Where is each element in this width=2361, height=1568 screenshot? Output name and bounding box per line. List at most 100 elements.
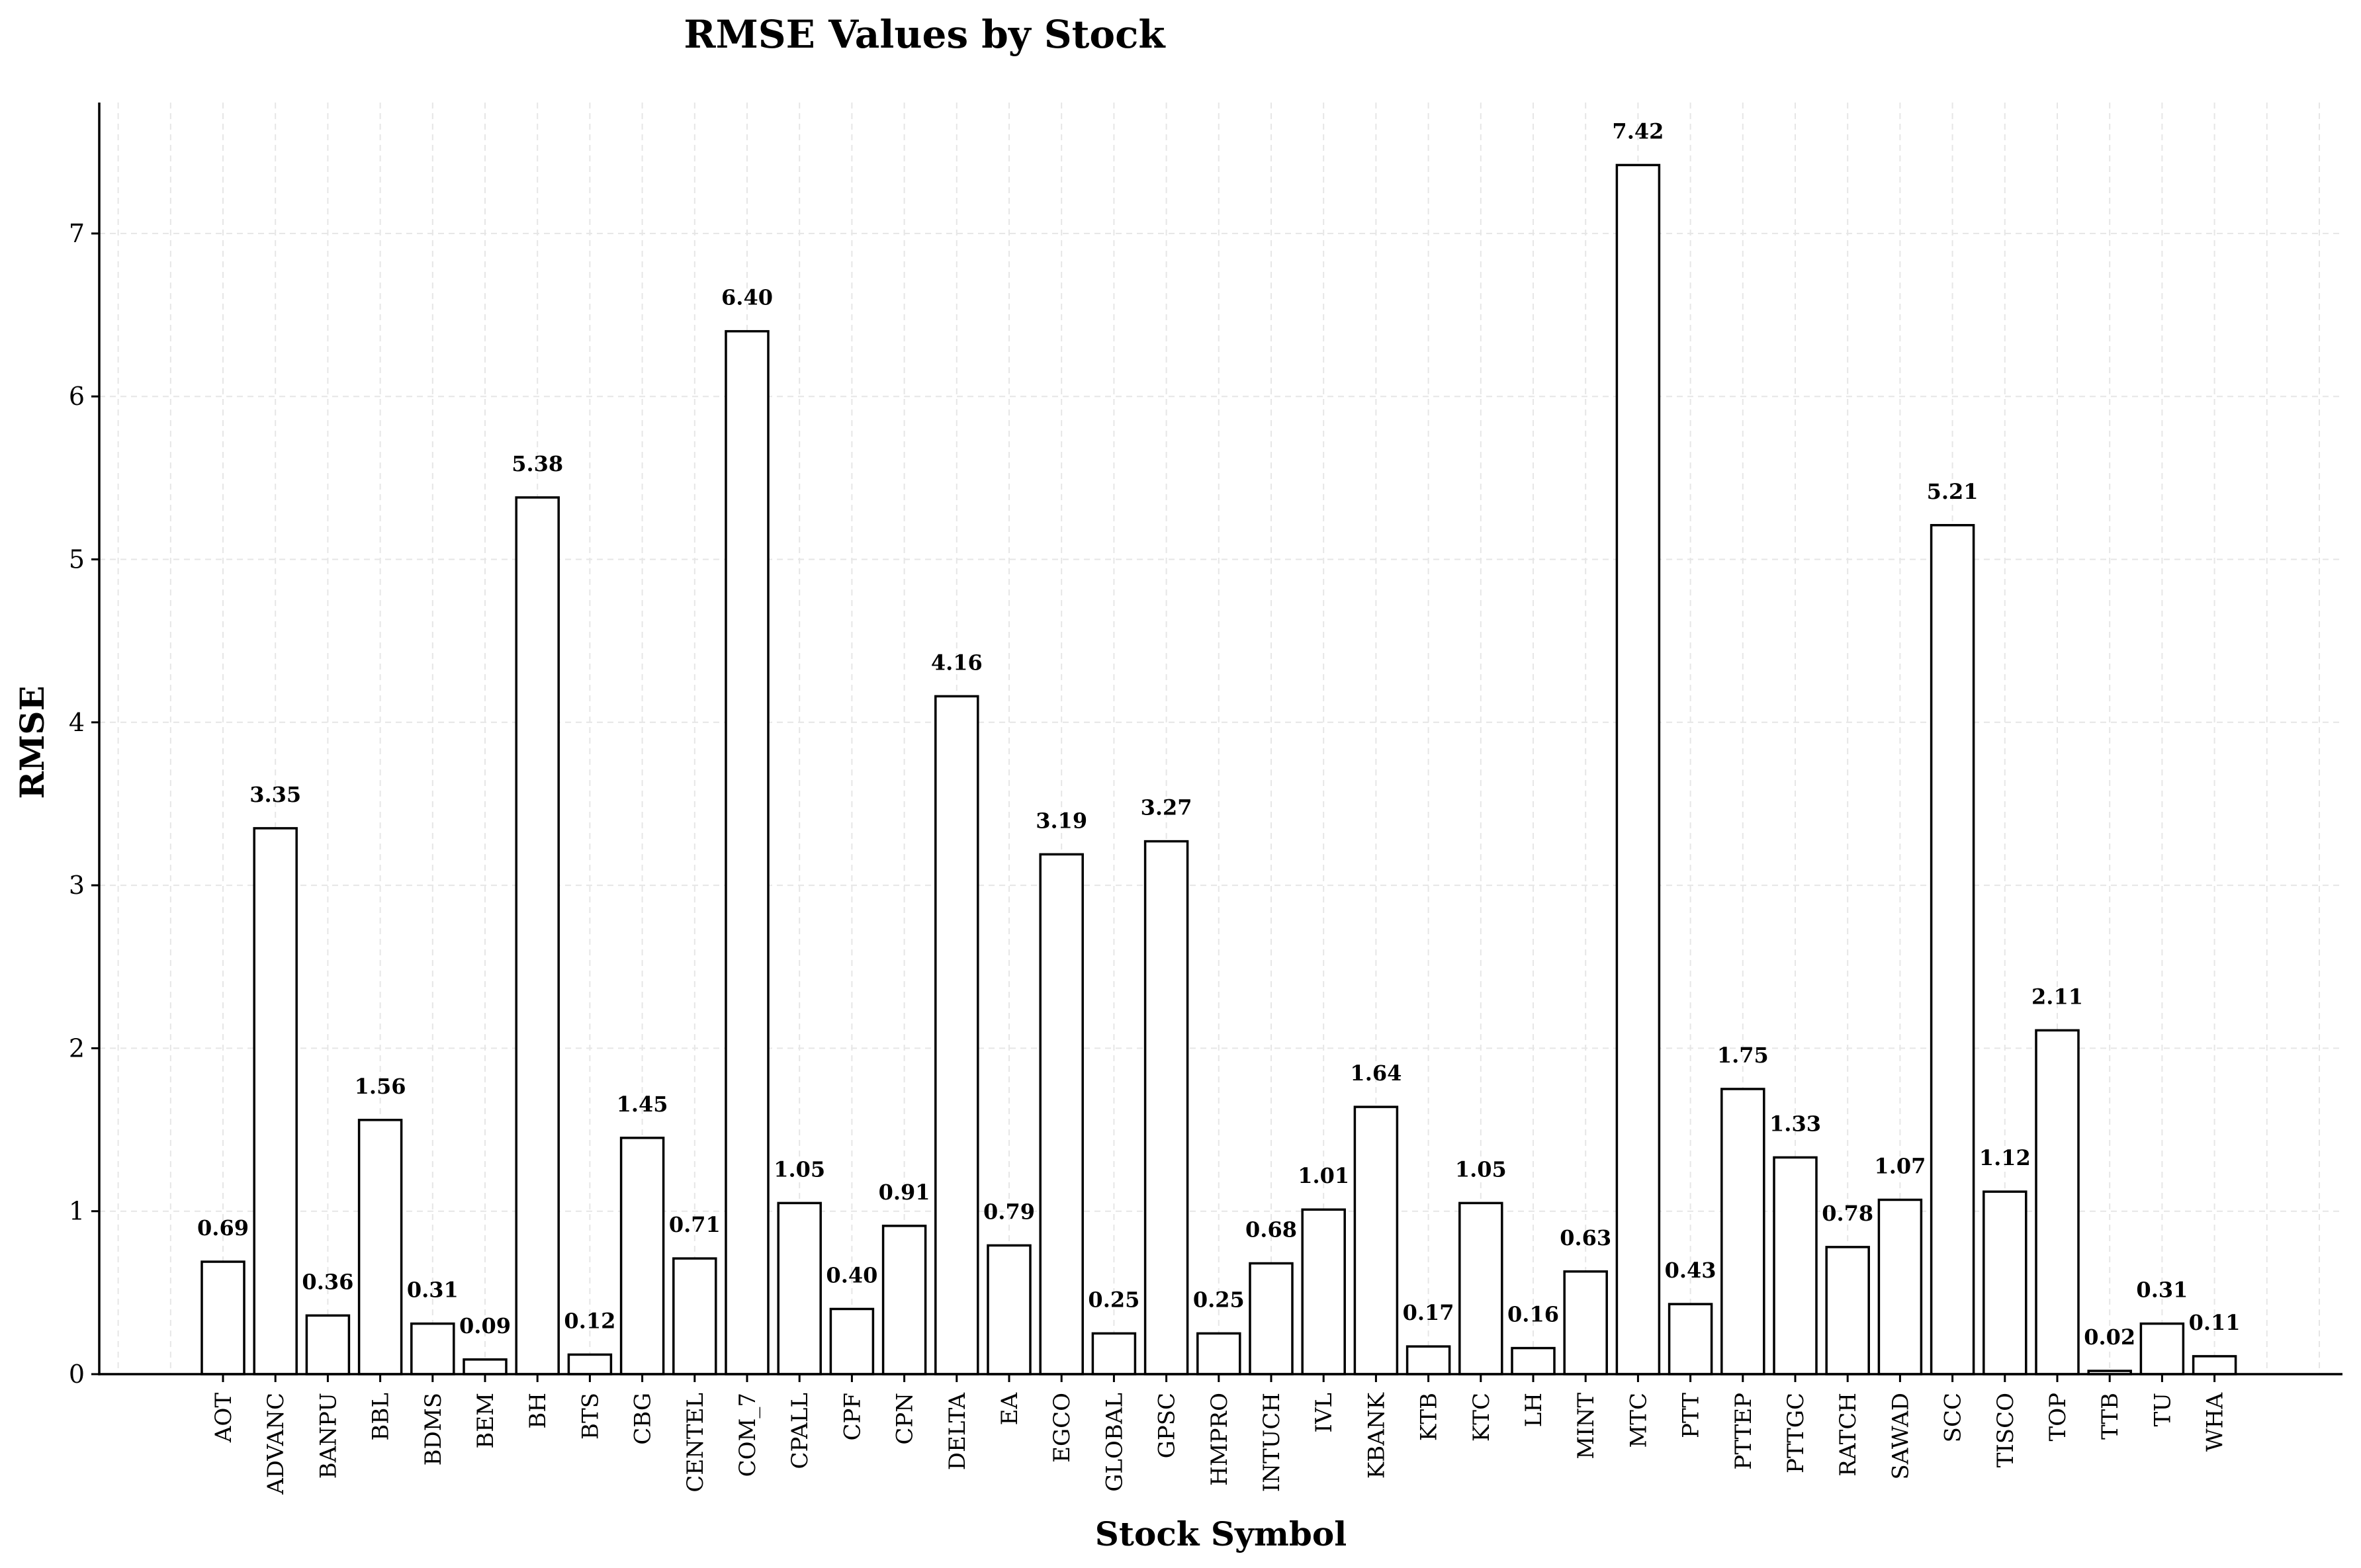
y-tick-label: 6 — [69, 382, 85, 411]
x-tick-label: PTT — [1678, 1393, 1705, 1438]
x-tick-label: PTTEP — [1730, 1393, 1757, 1470]
data-label: 6.40 — [721, 285, 773, 310]
bar-ratch — [1825, 1246, 1870, 1375]
y-tick-label: 0 — [69, 1360, 85, 1389]
data-label: 5.21 — [1927, 479, 1979, 504]
data-label: 1.33 — [1769, 1111, 1821, 1136]
data-label: 3.19 — [1036, 808, 1087, 833]
data-label: 7.42 — [1612, 118, 1664, 144]
y-tick-label: 1 — [69, 1197, 85, 1226]
bar-com-7 — [725, 329, 770, 1375]
x-tick-label: DELTA — [944, 1393, 971, 1471]
data-label: 1.64 — [1350, 1061, 1402, 1086]
y-tick-labels: 0 1 2 3 4 5 6 7 — [69, 219, 85, 1389]
x-tick-label: BBL — [368, 1393, 394, 1441]
x-tick-label: TOP — [2045, 1393, 2071, 1441]
bar-cpf — [829, 1307, 875, 1375]
data-label: 0.17 — [1403, 1300, 1454, 1325]
grid — [99, 103, 2342, 1374]
data-label: 1.07 — [1874, 1153, 1926, 1178]
chart-title: RMSE Values by Stock — [684, 12, 1166, 57]
x-tick-label: SCC — [1940, 1393, 1967, 1442]
x-tick-label: BANPU — [315, 1393, 341, 1479]
x-tick-label: BH — [525, 1393, 551, 1429]
x-tick-label: EGCO — [1049, 1393, 1075, 1463]
bar-banpu — [305, 1314, 351, 1375]
bar-intuch — [1249, 1262, 1294, 1375]
bar-bdms — [410, 1322, 455, 1375]
data-label: 0.36 — [302, 1269, 353, 1294]
x-tick-labels: AOT ADVANC BANPU BBL BDMS BEM BH BTS CBG CENTEL CO… — [210, 1392, 2229, 1495]
x-tick-label: INTUCH — [1259, 1393, 1285, 1492]
data-label: 0.71 — [669, 1212, 721, 1237]
data-label: 1.56 — [355, 1074, 406, 1099]
data-label: 0.40 — [826, 1262, 877, 1287]
x-tick-label: LH — [1521, 1393, 1547, 1427]
data-label: 3.35 — [249, 782, 301, 807]
data-label: 0.63 — [1560, 1225, 1611, 1250]
x-tick-label: TISCO — [1992, 1393, 2019, 1467]
bar-hmpro — [1196, 1332, 1241, 1375]
bar-bh — [515, 496, 560, 1375]
bar-ptt — [1668, 1303, 1713, 1375]
data-label: 1.01 — [1298, 1163, 1349, 1188]
bar-pttep — [1720, 1088, 1765, 1375]
bar-tisco — [1982, 1190, 2027, 1375]
data-label: 0.02 — [2084, 1325, 2135, 1350]
bar-egco — [1039, 853, 1084, 1375]
bar-centel — [672, 1257, 717, 1375]
bar-ivl — [1301, 1208, 1346, 1375]
bar-ktc — [1458, 1201, 1503, 1375]
data-label: 1.12 — [1979, 1145, 2031, 1170]
x-tick-label: TTB — [2097, 1393, 2123, 1440]
y-axis-label: RMSE — [13, 685, 52, 799]
bar-ktb — [1405, 1345, 1451, 1375]
x-tick-label: CBG — [630, 1393, 656, 1445]
data-label: 1.05 — [774, 1156, 825, 1182]
x-tick-label: PTTGC — [1783, 1393, 1809, 1473]
x-tick-label: COM_7 — [735, 1393, 761, 1477]
bar-bbl — [357, 1119, 403, 1375]
y-tick-label: 2 — [69, 1033, 85, 1063]
data-label: 0.25 — [1193, 1287, 1245, 1312]
bar-wha — [2192, 1355, 2237, 1375]
axes — [91, 103, 2342, 1382]
x-tick-label: HMPRO — [1206, 1393, 1233, 1486]
data-label: 0.16 — [1507, 1302, 1559, 1327]
bar-cbg — [619, 1137, 665, 1375]
x-tick-label: WHA — [2202, 1393, 2229, 1452]
x-tick-label: CENTEL — [682, 1393, 709, 1493]
bar-global — [1091, 1332, 1137, 1375]
data-label: 1.45 — [617, 1092, 668, 1117]
data-label: 2.11 — [2031, 984, 2083, 1009]
bar-kbank — [1353, 1106, 1399, 1375]
x-tick-label: ADVANC — [263, 1393, 289, 1495]
y-tick-label: 4 — [69, 708, 85, 737]
bar-tu — [2139, 1322, 2185, 1375]
bar-cpall — [777, 1201, 822, 1375]
x-tick-label: EA — [997, 1393, 1023, 1426]
bar-mint — [1563, 1270, 1608, 1375]
bar-gpsc — [1143, 840, 1189, 1375]
y-tick-label: 7 — [69, 219, 85, 248]
bar-pttgc — [1773, 1156, 1818, 1375]
bar-delta — [934, 695, 979, 1375]
data-label: 0.69 — [197, 1215, 249, 1241]
x-tick-label: GPSC — [1154, 1393, 1180, 1458]
x-tick-label: KBANK — [1363, 1392, 1390, 1479]
data-label: 1.75 — [1717, 1043, 1769, 1068]
x-tick-label: CPN — [892, 1393, 918, 1445]
bar-bts — [567, 1353, 613, 1375]
x-tick-label: GLOBAL — [1101, 1393, 1128, 1492]
bar-mtc — [1615, 163, 1661, 1375]
data-label: 1.05 — [1455, 1156, 1507, 1182]
data-label: 0.43 — [1665, 1258, 1716, 1283]
bar-bem — [463, 1358, 508, 1375]
x-tick-label: BTS — [577, 1393, 603, 1440]
data-label: 3.27 — [1141, 795, 1192, 820]
x-tick-label: RATCH — [1835, 1393, 1861, 1477]
x-tick-label: MTC — [1625, 1393, 1652, 1448]
data-label: 0.12 — [564, 1308, 615, 1333]
bar-advanc — [253, 827, 298, 1375]
